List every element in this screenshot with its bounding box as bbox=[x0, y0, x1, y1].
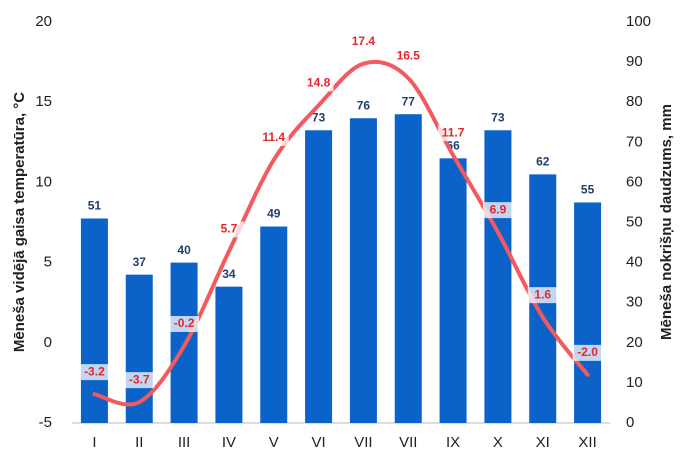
y-tick-label: -5 bbox=[39, 414, 52, 431]
line-value-label: 11.4 bbox=[262, 130, 285, 144]
bar-value-label: 73 bbox=[312, 110, 326, 124]
label-background bbox=[482, 202, 513, 219]
bar bbox=[215, 286, 243, 423]
x-tick-label: IV bbox=[222, 434, 236, 451]
y-tick-label: 10 bbox=[35, 173, 52, 190]
bar-value-label: 49 bbox=[267, 207, 281, 221]
line-value-label: 14.8 bbox=[307, 76, 331, 90]
line-value-label: -2.0 bbox=[577, 345, 598, 359]
line-value-label: -3.7 bbox=[129, 372, 150, 386]
label-background bbox=[572, 344, 603, 361]
x-tick-label: III bbox=[178, 434, 191, 451]
bar-value-label: 77 bbox=[402, 94, 416, 108]
label-background bbox=[393, 48, 424, 65]
x-tick-label: V bbox=[269, 434, 279, 451]
y2-tick-label: 70 bbox=[626, 133, 643, 150]
y2-tick-label: 10 bbox=[626, 374, 643, 391]
bar bbox=[574, 202, 602, 423]
line-value-label: -0.2 bbox=[174, 316, 195, 330]
bar bbox=[260, 226, 288, 423]
line-value-label: 16.5 bbox=[397, 48, 421, 62]
bar bbox=[305, 130, 333, 423]
y2-tick-label: 30 bbox=[626, 294, 643, 311]
y-tick-label: 20 bbox=[35, 13, 52, 30]
label-background bbox=[213, 221, 244, 238]
line-value-label: 6.9 bbox=[490, 202, 507, 216]
bar-value-label: 76 bbox=[357, 98, 371, 112]
x-tick-label: VII bbox=[399, 434, 417, 451]
line-value-label: 1.6 bbox=[534, 287, 551, 301]
bar-value-label: 34 bbox=[222, 267, 236, 281]
y2-tick-label: 40 bbox=[626, 254, 643, 271]
bar-value-label: 55 bbox=[581, 183, 595, 197]
y2-tick-label: 20 bbox=[626, 334, 643, 351]
label-background bbox=[527, 287, 558, 304]
x-tick-label: II bbox=[135, 434, 143, 451]
y2-tick-label: 0 bbox=[626, 414, 634, 431]
bar bbox=[394, 114, 422, 423]
y2-tick-label: 50 bbox=[626, 213, 643, 230]
x-tick-label: VI bbox=[311, 434, 325, 451]
y-tick-label: 15 bbox=[35, 93, 52, 110]
label-background bbox=[79, 364, 110, 381]
label-background bbox=[258, 129, 289, 146]
label-background bbox=[348, 33, 379, 50]
bar bbox=[125, 274, 153, 423]
y2-tick-label: 80 bbox=[626, 93, 643, 110]
x-tick-label: XI bbox=[536, 434, 550, 451]
label-background bbox=[438, 125, 469, 142]
label-background bbox=[124, 372, 155, 389]
x-tick-label: I bbox=[92, 434, 96, 451]
bar-value-label: 51 bbox=[88, 199, 102, 213]
label-background bbox=[169, 316, 200, 333]
bar-value-label: 62 bbox=[536, 155, 550, 169]
y2-tick-label: 60 bbox=[626, 173, 643, 190]
y-axis-title: Mēneša vidējā gaisa temperatūra, °C bbox=[11, 92, 28, 352]
x-tick-label: IX bbox=[446, 434, 460, 451]
line-value-label: 17.4 bbox=[352, 34, 376, 48]
y-tick-label: 0 bbox=[44, 334, 52, 351]
x-tick-label: VII bbox=[354, 434, 372, 451]
y2-axis-title: Mēneša nokrišņu daudzums, mm bbox=[658, 104, 675, 340]
y2-tick-label: 100 bbox=[626, 13, 651, 30]
bar-value-label: 73 bbox=[491, 110, 505, 124]
bar bbox=[439, 158, 467, 423]
y2-tick-label: 90 bbox=[626, 53, 643, 70]
bar bbox=[80, 218, 108, 423]
label-background bbox=[303, 75, 334, 92]
y-tick-label: 5 bbox=[44, 254, 52, 271]
temperature-line bbox=[92, 59, 590, 407]
bar bbox=[484, 130, 512, 423]
x-tick-label: XII bbox=[578, 434, 596, 451]
line-value-label: -3.2 bbox=[84, 364, 105, 378]
line-value-label: 11.7 bbox=[442, 125, 465, 139]
bar bbox=[349, 118, 377, 424]
line-value-label: 5.7 bbox=[221, 222, 238, 236]
x-tick-label: X bbox=[493, 434, 503, 451]
bar-value-label: 37 bbox=[133, 255, 147, 269]
bar-value-label: 40 bbox=[177, 243, 191, 257]
